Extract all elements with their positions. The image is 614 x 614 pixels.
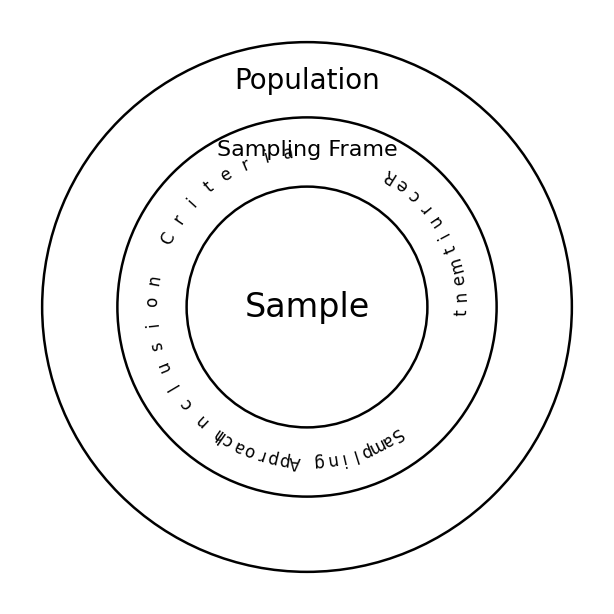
Text: S: S: [386, 424, 405, 445]
Text: p: p: [277, 451, 290, 470]
Text: n: n: [191, 410, 211, 430]
Text: Sampling Frame: Sampling Frame: [217, 141, 397, 160]
Text: n: n: [324, 451, 337, 470]
Text: u: u: [154, 358, 174, 375]
Text: t: t: [453, 309, 471, 316]
Text: i: i: [262, 148, 271, 166]
Text: n: n: [453, 290, 471, 302]
Text: r: r: [254, 445, 266, 464]
Text: u: u: [425, 211, 446, 230]
Text: c: c: [220, 430, 236, 451]
Text: Sample: Sample: [244, 290, 370, 324]
Text: A: A: [289, 452, 301, 471]
Text: i: i: [435, 228, 453, 241]
Text: n: n: [144, 273, 164, 287]
Text: e: e: [217, 165, 235, 185]
Text: l: l: [165, 379, 182, 392]
Text: l: l: [349, 446, 359, 464]
Text: c: c: [176, 395, 196, 413]
Text: a: a: [230, 436, 247, 456]
Text: I: I: [211, 426, 225, 443]
Text: p: p: [357, 440, 373, 461]
Text: C: C: [157, 230, 179, 248]
Text: r: r: [239, 155, 252, 174]
Text: p: p: [265, 448, 279, 468]
Text: r: r: [169, 212, 188, 228]
Text: a: a: [377, 430, 395, 451]
Text: t: t: [441, 243, 460, 255]
Text: s: s: [147, 339, 166, 352]
Text: g: g: [313, 452, 325, 471]
Text: e: e: [450, 273, 470, 287]
Text: i: i: [338, 449, 346, 467]
Text: a: a: [282, 144, 294, 163]
Text: m: m: [364, 434, 387, 457]
Text: r: r: [417, 199, 435, 216]
Text: e: e: [393, 174, 412, 195]
Text: o: o: [143, 297, 161, 308]
Text: o: o: [241, 441, 257, 461]
Text: i: i: [184, 195, 201, 210]
Text: R: R: [379, 165, 399, 186]
Text: m: m: [445, 254, 467, 274]
Text: t: t: [200, 178, 217, 196]
Text: h: h: [209, 424, 228, 445]
Text: i: i: [144, 321, 162, 327]
Text: Population: Population: [234, 68, 380, 95]
Text: c: c: [405, 186, 424, 205]
